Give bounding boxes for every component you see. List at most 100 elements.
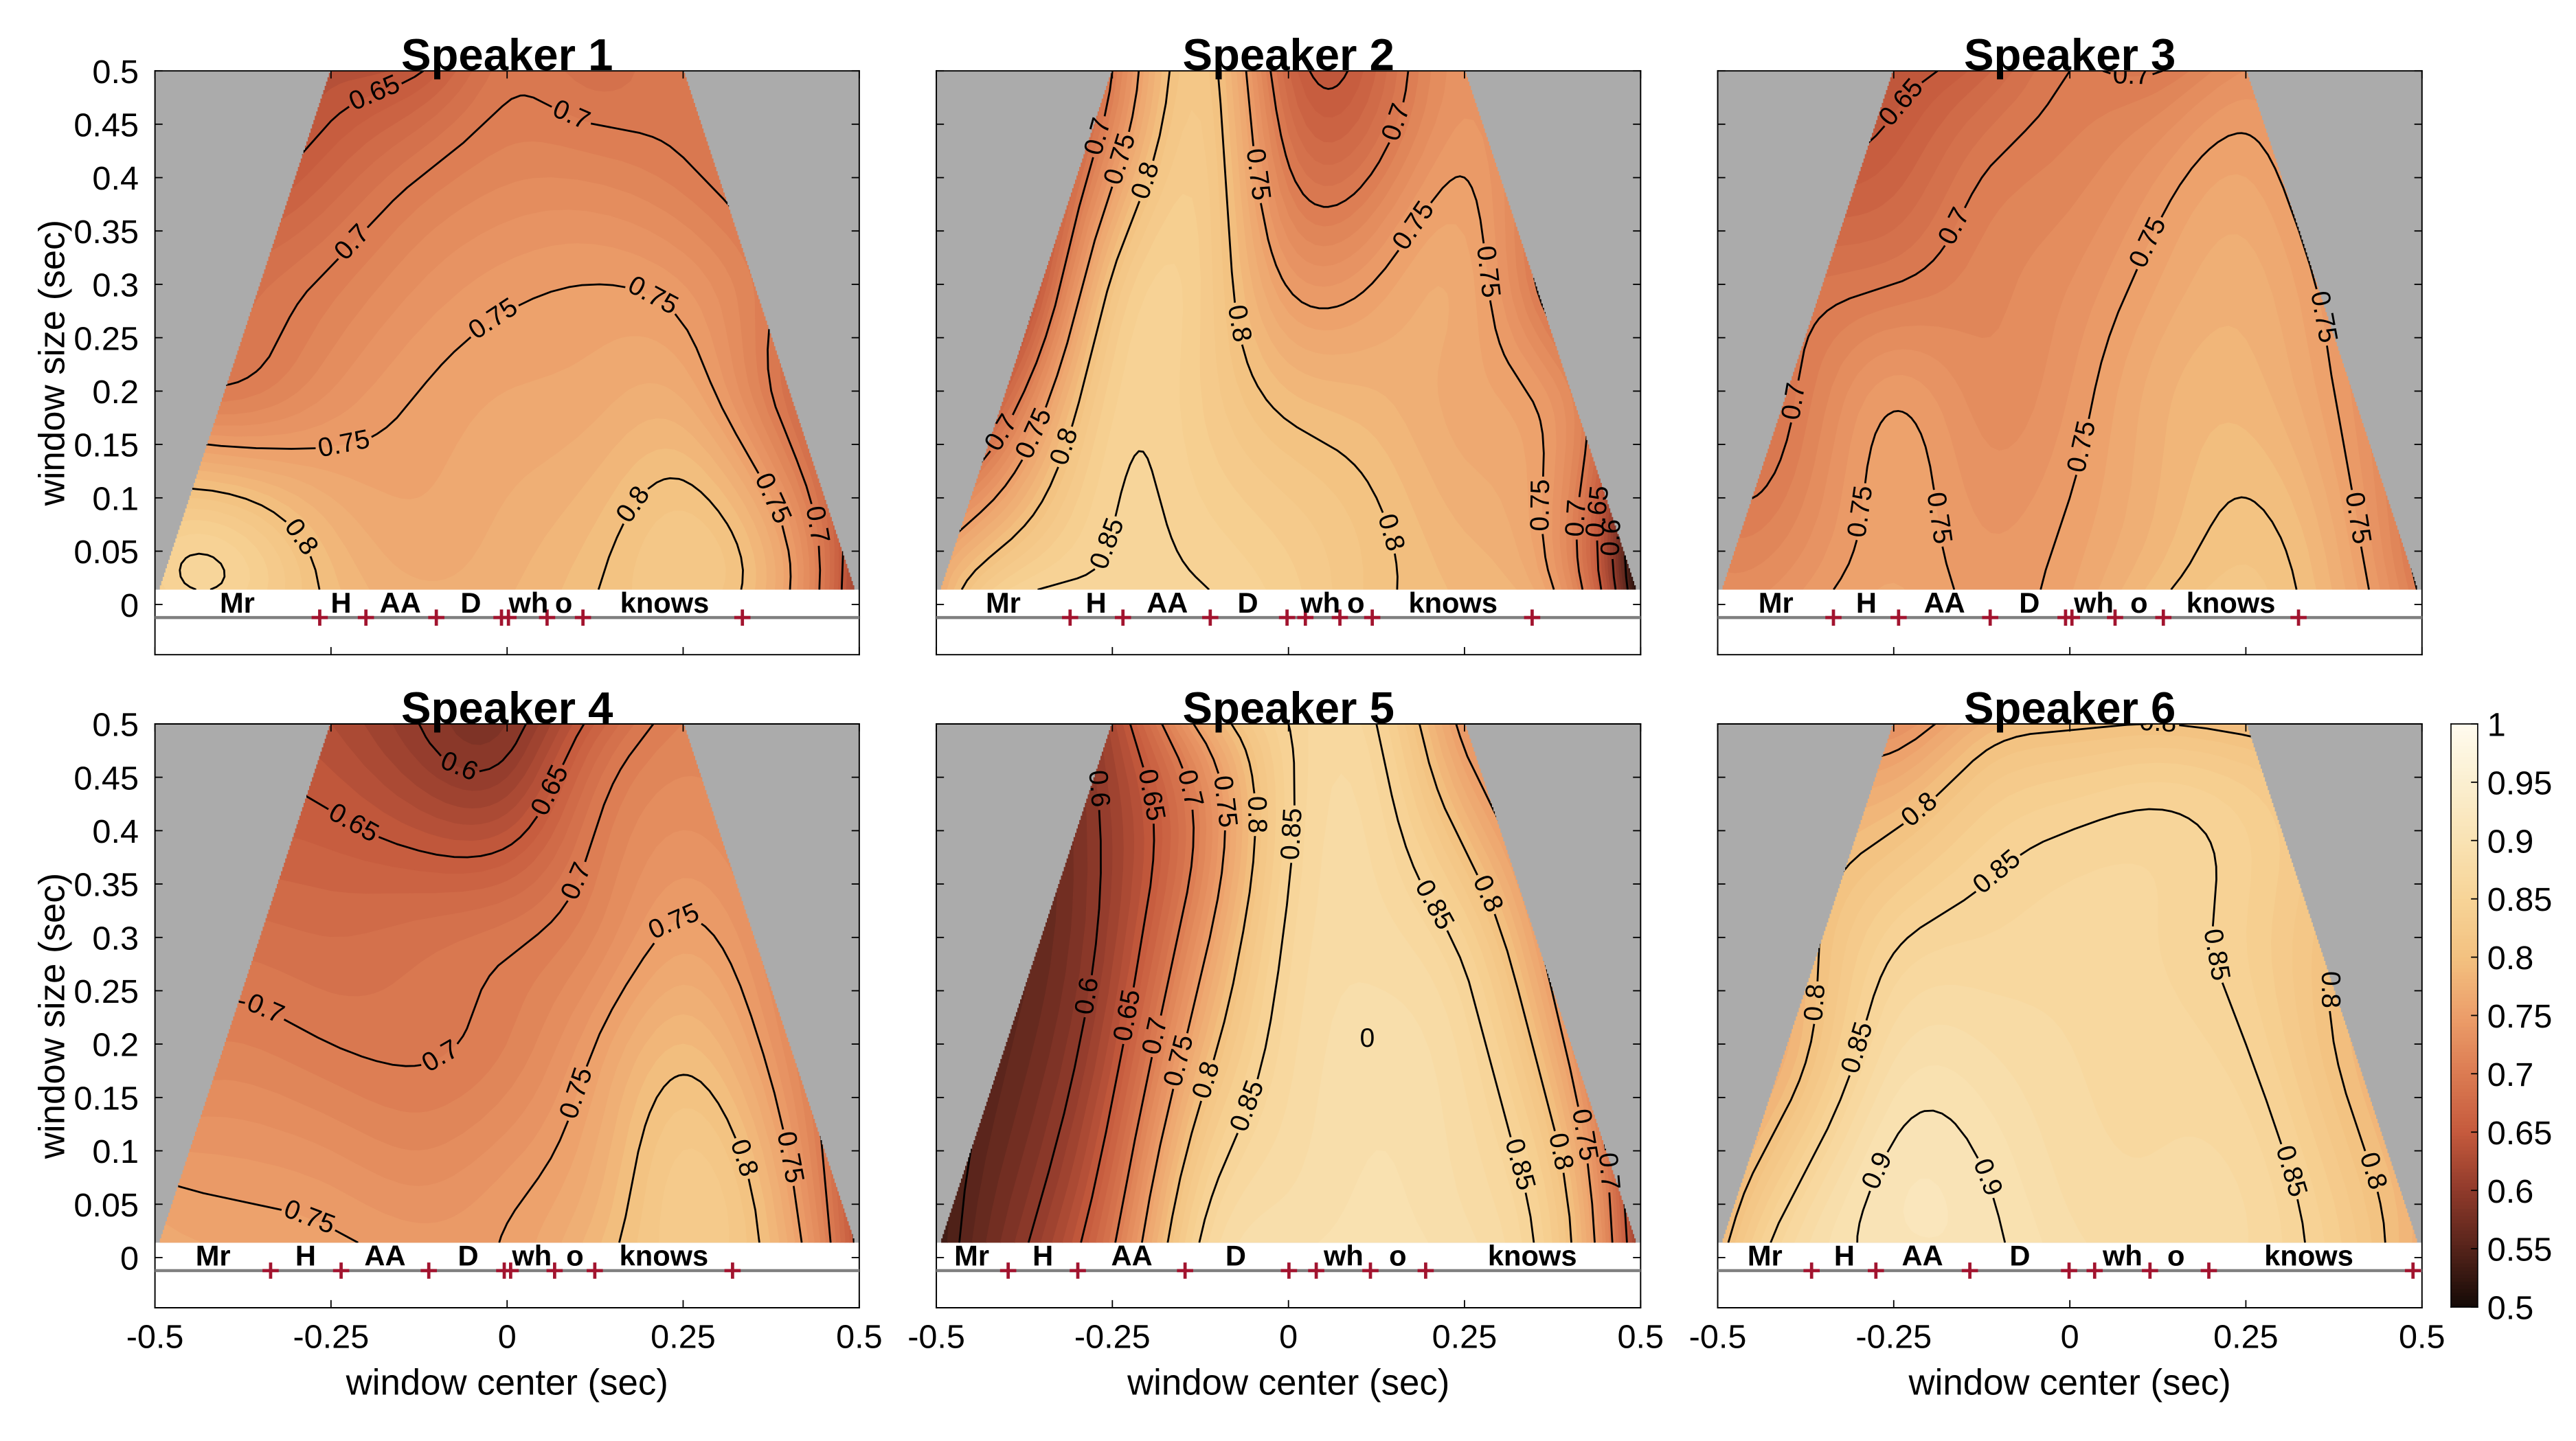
svg-text:0: 0 (1360, 1023, 1375, 1053)
svg-text:0.1: 0.1 (92, 480, 139, 517)
svg-text:D: D (460, 587, 481, 619)
svg-text:window size (sec): window size (sec) (32, 220, 73, 506)
svg-text:0.25: 0.25 (2213, 1319, 2279, 1356)
svg-text:0.5: 0.5 (836, 1319, 883, 1356)
svg-text:0.8: 0.8 (1222, 303, 1257, 345)
svg-text:AA: AA (1111, 1239, 1153, 1271)
svg-text:-0.25: -0.25 (1074, 1319, 1151, 1356)
svg-text:knows: knows (1488, 1239, 1577, 1271)
svg-text:Speaker 5: Speaker 5 (1182, 683, 1394, 733)
svg-text:0.7: 0.7 (1560, 499, 1592, 538)
svg-text:window center (sec): window center (sec) (1908, 1363, 2231, 1403)
svg-text:0.75: 0.75 (2487, 998, 2553, 1035)
svg-text:o: o (1389, 1239, 1406, 1271)
svg-text:AA: AA (380, 587, 421, 619)
svg-text:-0.5: -0.5 (907, 1319, 965, 1356)
svg-text:D: D (2009, 1239, 2030, 1271)
svg-text:Speaker 4: Speaker 4 (401, 683, 613, 733)
svg-text:0: 0 (498, 1319, 517, 1356)
svg-text:0: 0 (120, 587, 139, 624)
svg-text:Speaker 2: Speaker 2 (1182, 30, 1394, 80)
svg-text:0.35: 0.35 (74, 214, 139, 251)
svg-text:knows: knows (620, 1239, 709, 1271)
svg-text:0.15: 0.15 (74, 1080, 139, 1117)
svg-text:0.8: 0.8 (2487, 940, 2534, 977)
svg-text:o: o (2130, 587, 2147, 619)
svg-text:0.5: 0.5 (2487, 1290, 2534, 1327)
svg-text:0.75: 0.75 (1208, 774, 1243, 829)
svg-text:knows: knows (2264, 1239, 2353, 1271)
svg-text:0.9: 0.9 (2487, 823, 2534, 860)
svg-text:o: o (566, 1239, 583, 1271)
svg-text:0.45: 0.45 (74, 760, 139, 797)
svg-text:-0.5: -0.5 (126, 1319, 184, 1356)
svg-text:0.6: 0.6 (2487, 1173, 2534, 1210)
svg-text:o: o (555, 587, 572, 619)
svg-text:wh: wh (508, 587, 549, 619)
svg-text:0.75: 0.75 (1921, 490, 1958, 546)
svg-text:0.25: 0.25 (1432, 1319, 1498, 1356)
svg-text:0: 0 (120, 1240, 139, 1278)
svg-text:window center (sec): window center (sec) (346, 1363, 668, 1403)
svg-text:0.6: 0.6 (1596, 519, 1627, 557)
svg-text:H: H (1086, 587, 1107, 619)
svg-text:0.3: 0.3 (92, 920, 139, 957)
svg-text:0.85: 0.85 (2487, 881, 2553, 918)
svg-text:H: H (295, 1239, 316, 1271)
svg-text:0.65: 0.65 (2487, 1115, 2553, 1152)
svg-text:0.25: 0.25 (651, 1319, 716, 1356)
svg-text:Mr: Mr (986, 587, 1021, 619)
svg-text:0.4: 0.4 (92, 160, 139, 197)
svg-text:0.35: 0.35 (74, 867, 139, 904)
svg-text:Mr: Mr (196, 1239, 231, 1271)
svg-text:window center (sec): window center (sec) (1127, 1363, 1449, 1403)
svg-text:0.5: 0.5 (92, 54, 139, 91)
svg-text:0.8: 0.8 (1543, 1131, 1579, 1173)
svg-text:0.7: 0.7 (800, 503, 835, 545)
svg-text:0: 0 (2061, 1319, 2079, 1356)
svg-text:0.75: 0.75 (1525, 479, 1555, 532)
svg-text:0.95: 0.95 (2487, 764, 2553, 802)
svg-text:0: 0 (1279, 1319, 1298, 1356)
svg-text:1: 1 (2487, 707, 2506, 744)
svg-text:0.8: 0.8 (1798, 983, 1831, 1022)
svg-text:Speaker 1: Speaker 1 (401, 30, 613, 80)
svg-text:AA: AA (1146, 587, 1188, 619)
svg-text:-0.5: -0.5 (1689, 1319, 1747, 1356)
svg-text:0.4: 0.4 (92, 813, 139, 850)
svg-text:0.25: 0.25 (74, 973, 139, 1010)
svg-text:AA: AA (364, 1239, 405, 1271)
svg-text:knows: knows (2187, 587, 2276, 619)
svg-text:0.8: 0.8 (2316, 971, 2345, 1008)
svg-text:o: o (1347, 587, 1364, 619)
svg-text:D: D (1237, 587, 1258, 619)
svg-text:D: D (2019, 587, 2040, 619)
svg-text:H: H (1032, 1239, 1053, 1271)
svg-text:0.7: 0.7 (2112, 60, 2150, 90)
svg-text:0.1: 0.1 (92, 1133, 139, 1170)
svg-text:knows: knows (620, 587, 710, 619)
svg-text:0.7: 0.7 (1776, 381, 1811, 422)
svg-text:0.3: 0.3 (92, 267, 139, 304)
svg-text:window size (sec): window size (sec) (32, 873, 73, 1159)
svg-text:0.75: 0.75 (1241, 147, 1276, 203)
svg-text:Speaker 3: Speaker 3 (1964, 30, 2176, 80)
svg-text:H: H (1834, 1239, 1855, 1271)
svg-text:0.6: 0.6 (1083, 769, 1116, 808)
svg-text:0.6: 0.6 (1069, 975, 1104, 1017)
svg-text:-0.25: -0.25 (293, 1319, 369, 1356)
svg-text:0.75: 0.75 (1471, 245, 1506, 299)
svg-text:wh: wh (511, 1239, 552, 1271)
svg-text:0.15: 0.15 (74, 427, 139, 464)
svg-text:0.55: 0.55 (2487, 1232, 2553, 1269)
svg-text:0.8: 0.8 (1242, 796, 1272, 834)
svg-text:AA: AA (1924, 587, 1965, 619)
svg-text:0.85: 0.85 (1276, 807, 1308, 861)
svg-text:wh: wh (2073, 587, 2114, 619)
svg-text:0.7: 0.7 (2487, 1056, 2534, 1093)
svg-text:Mr: Mr (220, 587, 255, 619)
svg-text:wh: wh (1300, 587, 1340, 619)
svg-text:D: D (458, 1239, 479, 1271)
svg-text:H: H (1856, 587, 1877, 619)
svg-text:Mr: Mr (1748, 1239, 1783, 1271)
